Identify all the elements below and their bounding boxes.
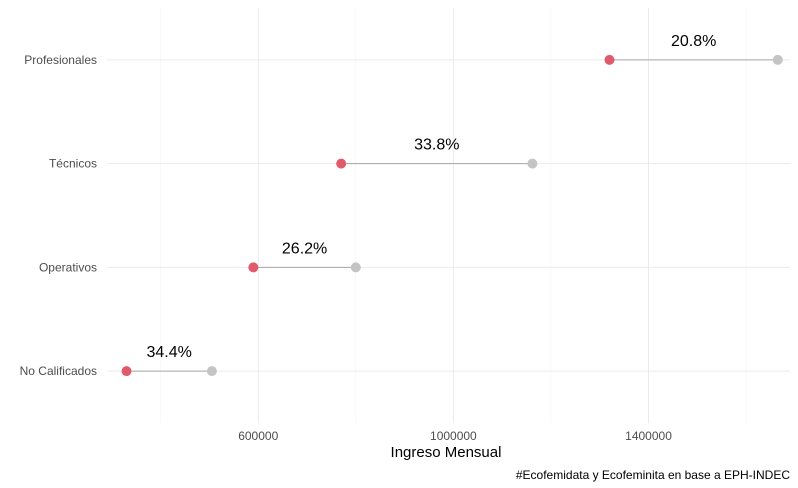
y-tick-label: Técnicos <box>49 157 97 171</box>
gap-percent-label: 33.8% <box>414 137 459 154</box>
gap-percent-label: 20.8% <box>671 33 716 50</box>
x-tick-label: 600000 <box>238 429 278 443</box>
point-gray <box>527 158 538 169</box>
gap-percent-label: 26.2% <box>282 240 327 257</box>
dumbbell-points <box>121 54 783 377</box>
y-tick-label: Profesionales <box>24 53 97 67</box>
point-gray <box>772 54 783 65</box>
x-tick-label: 1000000 <box>430 429 477 443</box>
point-gray <box>206 366 217 377</box>
dumbbell-segments <box>126 59 778 372</box>
point-gray <box>350 262 361 273</box>
point-red <box>121 366 132 377</box>
point-red <box>248 262 259 273</box>
x-axis-tick-labels: 600000 1000000 1400000 <box>238 429 672 443</box>
data-labels: 20.8% 33.8% 26.2% 34.4% <box>147 33 717 361</box>
y-tick-label: Operativos <box>39 260 97 274</box>
x-tick-label: 1400000 <box>625 429 672 443</box>
gap-percent-label: 34.4% <box>147 344 192 361</box>
point-red <box>336 158 347 169</box>
y-tick-label: No Calificados <box>20 364 97 378</box>
chart-caption: #Ecofemidata y Ecofeminita en base a EPH… <box>516 468 790 482</box>
minor-gridlines <box>160 8 747 423</box>
point-red <box>604 54 615 65</box>
x-axis-title: Ingreso Mensual <box>391 444 502 461</box>
major-gridlines <box>107 8 790 423</box>
y-axis-tick-labels: Profesionales Técnicos Operativos No Califi… <box>20 53 97 378</box>
